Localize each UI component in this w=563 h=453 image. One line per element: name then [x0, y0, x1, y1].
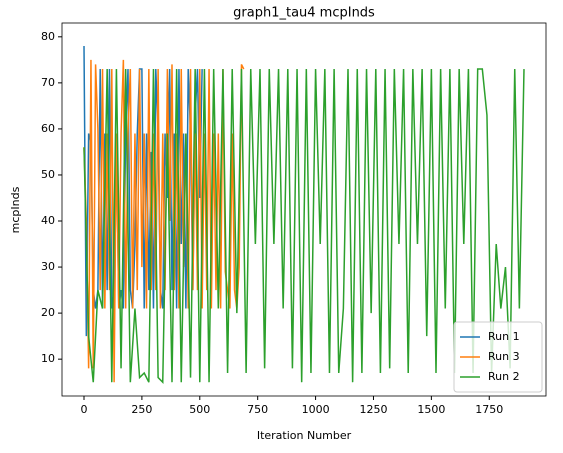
y-tick-label: 10: [41, 352, 55, 365]
series-line: [83, 68, 525, 384]
legend-label: Run 2: [488, 370, 520, 383]
legend-label: Run 1: [488, 330, 520, 343]
chart-title: graph1_tau4 mcpInds: [233, 6, 375, 21]
legend-label: Run 3: [488, 350, 520, 363]
x-axis-label: Iteration Number: [257, 429, 352, 442]
y-axis-label: mcpInds: [9, 186, 22, 233]
x-tick-label: 250: [131, 403, 152, 416]
y-tick-label: 60: [41, 122, 55, 135]
y-tick-label: 80: [41, 30, 55, 43]
y-tick-label: 50: [41, 168, 55, 181]
x-tick-label: 750: [247, 403, 268, 416]
x-tick-label: 0: [81, 403, 88, 416]
x-tick-label: 1250: [359, 403, 387, 416]
axes-frame: [61, 22, 547, 397]
x-tick-label: 1000: [302, 403, 330, 416]
y-tick-label: 30: [41, 260, 55, 273]
x-tick-label: 1750: [475, 403, 503, 416]
y-tick-label: 40: [41, 214, 55, 227]
legend-box: [453, 321, 543, 393]
x-tick-label: 500: [189, 403, 210, 416]
y-tick-label: 70: [41, 76, 55, 89]
x-tick-label: 1500: [417, 403, 445, 416]
y-tick-label: 20: [41, 306, 55, 319]
